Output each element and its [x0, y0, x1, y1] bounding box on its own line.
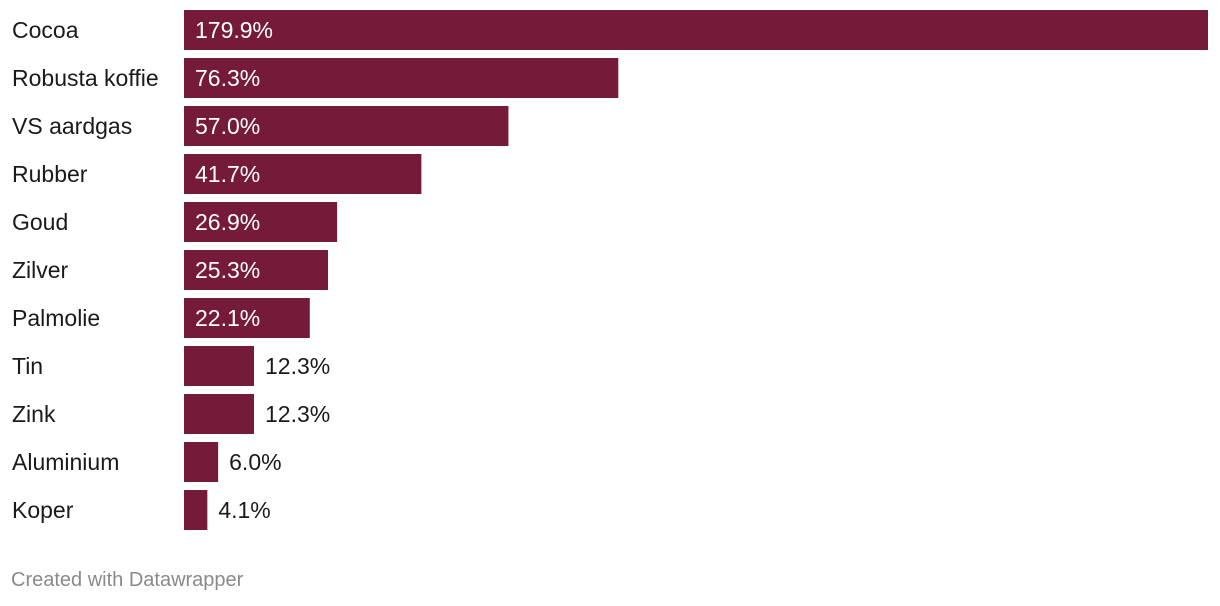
- category-label-goud: Goud: [12, 209, 68, 235]
- value-label-goud: 26.9%: [195, 209, 260, 235]
- bar-robusta-koffie: [184, 58, 619, 98]
- bar-tin: [184, 346, 255, 386]
- category-label-robusta-koffie: Robusta koffie: [12, 65, 159, 91]
- bar-zink: [184, 394, 255, 434]
- value-label-palmolie: 22.1%: [195, 305, 260, 331]
- value-label-vs-aardgas: 57.0%: [195, 113, 260, 139]
- value-label-aluminium: 6.0%: [229, 449, 281, 475]
- datawrapper-credit: Created with Datawrapper: [11, 569, 244, 591]
- bar-palmolie: [184, 298, 310, 338]
- bar-cocoa: [184, 10, 1208, 50]
- value-label-koper: 4.1%: [218, 497, 270, 523]
- value-label-robusta-koffie: 76.3%: [195, 65, 260, 91]
- category-label-koper: Koper: [12, 497, 74, 523]
- value-label-tin: 12.3%: [265, 353, 330, 379]
- category-label-zink: Zink: [12, 401, 56, 427]
- category-label-cocoa: Cocoa: [12, 17, 79, 43]
- value-label-zink: 12.3%: [265, 401, 330, 427]
- category-label-rubber: Rubber: [12, 161, 88, 187]
- bar-zilver: [184, 250, 329, 290]
- bar-aluminium: [184, 442, 219, 482]
- category-label-tin: Tin: [12, 353, 43, 379]
- bar-chart: Cocoa 179.9% Robusta koffie 76.3% VS aardgas…: [12, 10, 1208, 530]
- bar-koper: [184, 490, 208, 530]
- value-label-rubber: 41.7%: [195, 161, 260, 187]
- bar-vs-aardgas: [184, 106, 509, 146]
- value-label-cocoa: 179.9%: [195, 17, 273, 43]
- bar-rubber: [184, 154, 422, 194]
- bar-goud: [184, 202, 338, 242]
- value-label-zilver: 25.3%: [195, 257, 260, 283]
- category-label-vs-aardgas: VS aardgas: [12, 113, 132, 139]
- category-label-zilver: Zilver: [12, 257, 69, 283]
- category-label-aluminium: Aluminium: [12, 449, 119, 475]
- category-label-palmolie: Palmolie: [12, 305, 100, 331]
